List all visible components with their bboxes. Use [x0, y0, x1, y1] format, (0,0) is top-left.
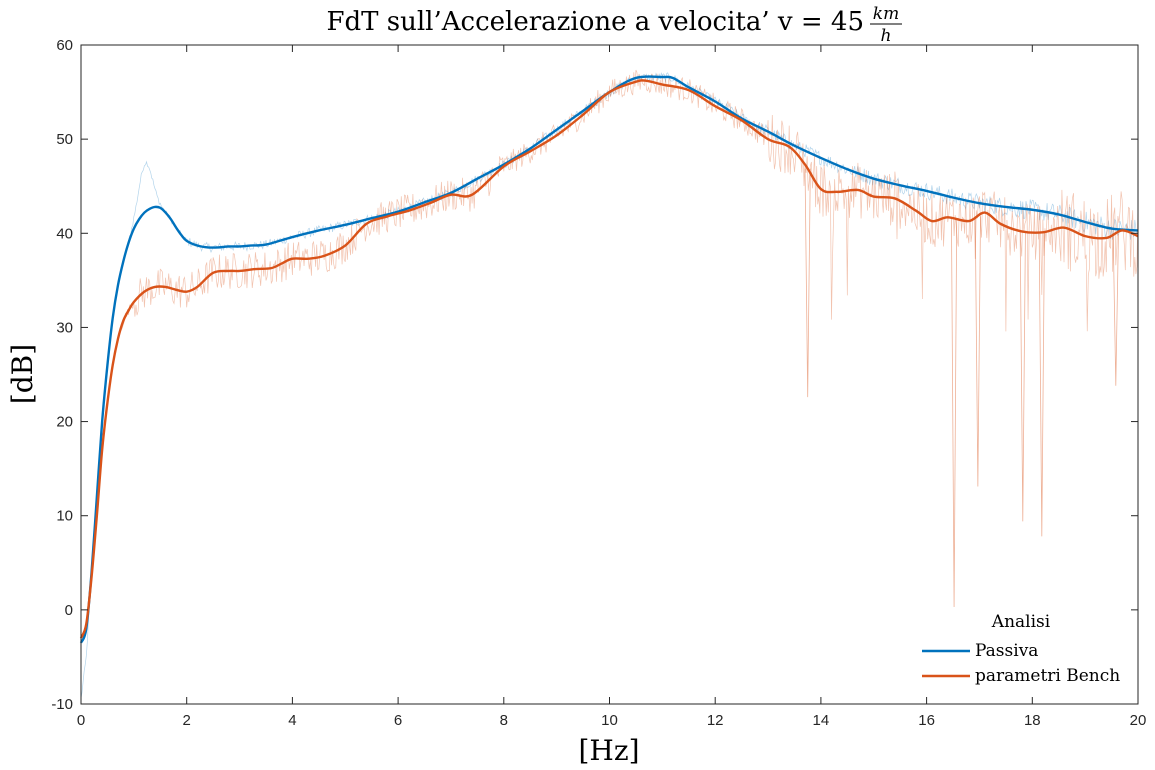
y-tick-label: 10 [56, 508, 73, 525]
y-tick-label: 30 [56, 319, 73, 336]
raw-data-layer [80, 69, 1139, 699]
legend-title: Analisi [991, 612, 1051, 632]
legend-entry-bench: parametri Bench [975, 666, 1120, 686]
x-axis-label: [Hz] [578, 734, 639, 767]
y-tick-label: 40 [56, 225, 73, 242]
y-axis-label: [dB] [6, 344, 39, 404]
raw-dip-2 [974, 216, 981, 487]
x-tick-label: 6 [394, 712, 402, 729]
x-tick-label: 8 [500, 712, 508, 729]
raw-trace-bench [80, 69, 1139, 636]
chart-title-fraction-numerator: km [873, 4, 899, 24]
raw-dip-0 [804, 168, 811, 398]
y-tick-label: 20 [56, 414, 73, 431]
chart-title: FdT sull’Accelerazione a velocita’ v = 4… [326, 4, 902, 46]
x-tick-label: 14 [813, 712, 830, 729]
raw-trace-passiva [80, 72, 1139, 699]
y-tick-label: 0 [65, 602, 73, 619]
chart-title-text: FdT sull’Accelerazione a velocita’ v = 4… [326, 7, 864, 37]
x-tick-label: 20 [1130, 712, 1147, 729]
y-tick-label: -10 [51, 696, 73, 713]
series-layer [79, 75, 1139, 644]
x-tick-label: 12 [707, 712, 724, 729]
x-tick-label: 0 [77, 712, 85, 729]
y-tick-label: 50 [56, 131, 73, 148]
raw-dip-3 [1019, 231, 1026, 522]
chart-title-fraction-denominator: h [881, 26, 892, 46]
x-tick-label: 18 [1024, 712, 1041, 729]
y-tick-label: 60 [56, 37, 73, 54]
legend: Analisi Passiva parametri Bench [922, 612, 1120, 686]
raw-dip-4 [1038, 232, 1045, 537]
axes [80, 44, 1139, 705]
raw-dip-1 [951, 218, 958, 608]
plot-area-frame [80, 44, 1139, 705]
raw-dip-5 [1112, 233, 1119, 386]
legend-entry-passiva: Passiva [975, 641, 1038, 661]
x-tick-label: 16 [918, 712, 935, 729]
x-tick-label: 10 [601, 712, 618, 729]
x-tick-label: 2 [183, 712, 191, 729]
series-line-bench [79, 79, 1139, 639]
x-tick-label: 4 [288, 712, 296, 729]
series-line-passiva [79, 75, 1139, 644]
